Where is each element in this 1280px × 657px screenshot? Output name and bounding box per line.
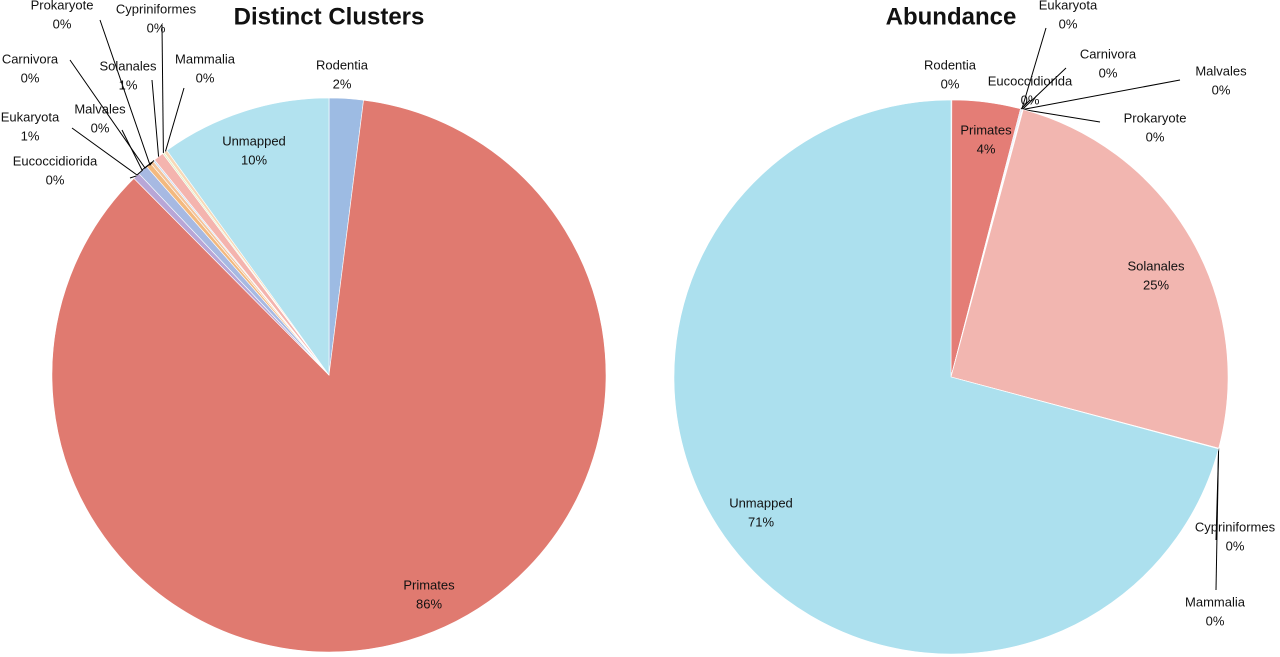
slice-label: Eukaryota: [1, 109, 60, 124]
slice-value-label: 0%: [91, 120, 110, 135]
slice-label: Prokaryote: [31, 0, 94, 12]
slice-value-label: 0%: [1212, 82, 1231, 97]
slice-label: Mammalia: [175, 51, 236, 66]
leader-line: [1022, 109, 1101, 123]
leader-line: [99, 19, 155, 166]
slice-label: Solanales: [1127, 258, 1185, 273]
slice-label: Unmapped: [222, 133, 286, 148]
leader-line: [1021, 27, 1047, 110]
slice-value-label: 0%: [1059, 16, 1078, 31]
slice-value-label: 0%: [46, 172, 65, 187]
slice-label: Solanales: [99, 58, 157, 73]
slice-value-label: 0%: [1099, 65, 1118, 80]
slice-value-label: 2%: [333, 76, 352, 91]
leader-line: [151, 79, 160, 157]
slice-label: Primates: [960, 122, 1012, 137]
slice-label: Mammalia: [1185, 594, 1246, 609]
slice-label: Carnivora: [1080, 46, 1137, 61]
leader-line: [1022, 79, 1181, 110]
slice-value-label: 25%: [1143, 277, 1169, 292]
chart-title: Distinct Clusters: [234, 3, 425, 30]
slice-value-label: 71%: [748, 514, 774, 529]
slice-label: Primates: [403, 577, 455, 592]
slice-label: Eucoccidiorida: [13, 153, 98, 168]
leader-line: [165, 87, 185, 152]
slice-value-label: 86%: [416, 596, 442, 611]
slice-label: Unmapped: [729, 495, 793, 510]
slice-value-label: 0%: [147, 20, 166, 35]
slice-value-label: 10%: [241, 152, 267, 167]
slice-label: Cypriniformes: [116, 1, 197, 16]
slice-label: Malvales: [74, 101, 126, 116]
pie-slice: [950, 109, 1229, 449]
leader-line: [1022, 67, 1067, 110]
slice-label: Eukaryota: [1039, 0, 1098, 12]
slice-value-label: 4%: [977, 141, 996, 156]
slice-label: Carnivora: [2, 51, 59, 66]
pie-slice: [51, 99, 607, 653]
slice-label: Cypriniformes: [1195, 519, 1276, 534]
slice-value-label: 0%: [196, 70, 215, 85]
slice-value-label: 0%: [1146, 129, 1165, 144]
slice-value-label: 0%: [1206, 613, 1225, 628]
slice-value-label: 1%: [21, 128, 40, 143]
pie-slice: [166, 97, 330, 376]
pie-slice: [673, 99, 1219, 655]
slice-value-label: 0%: [21, 70, 40, 85]
slice-value-label: 1%: [119, 77, 138, 92]
leader-line: [71, 127, 144, 176]
slice-value-label: 0%: [941, 76, 960, 91]
slice-label: Prokaryote: [1124, 110, 1187, 125]
leader-line: [161, 24, 164, 153]
leader-line: [129, 175, 137, 179]
slice-label: Malvales: [1195, 63, 1247, 78]
slice-value-label: 0%: [53, 16, 72, 31]
leader-line: [1215, 448, 1220, 591]
slice-label: Rodentia: [924, 57, 977, 72]
slice-label: Rodentia: [316, 57, 369, 72]
chart-title: Abundance: [886, 3, 1017, 30]
slice-value-label: 0%: [1226, 538, 1245, 553]
